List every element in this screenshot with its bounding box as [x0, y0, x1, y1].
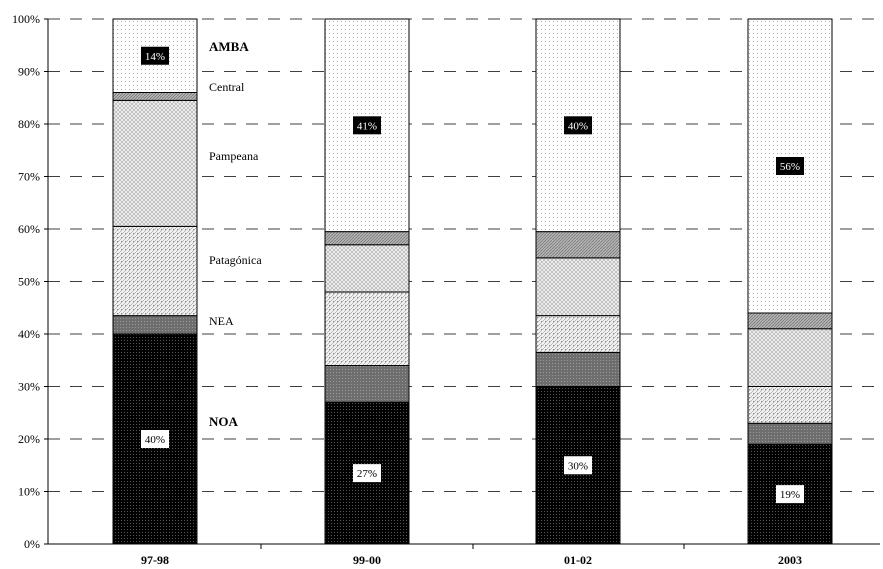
data-label-amba: 56% [780, 161, 800, 173]
bar-segment-patagnica-99-00 [324, 291, 410, 366]
y-tick-label: 60% [18, 222, 40, 236]
x-category-label: 2003 [778, 553, 802, 567]
bar-segment-pampeana-2003 [747, 328, 833, 387]
data-label-box [564, 456, 592, 475]
data-label-noa: 40% [145, 434, 165, 446]
data-label-box [564, 116, 592, 135]
data-label-box [353, 464, 381, 483]
y-tick-label: 100% [12, 12, 40, 26]
bar-segment-patagnica-97-98 [112, 225, 198, 317]
data-label-noa: 30% [568, 460, 588, 472]
data-label-box [141, 46, 169, 65]
y-tick-labels: 0% 10% 20% 30% 40% 50% 60% 70% 80% 90% 100% [12, 12, 48, 551]
bar-segment-nea-97-98 [112, 315, 198, 335]
data-label-amba: 40% [568, 120, 588, 132]
bar-segment-patagnica-2003 [747, 386, 833, 424]
y-tick-label: 30% [18, 380, 40, 394]
bar-segment-nea-99-00 [324, 365, 410, 403]
data-label-box [776, 157, 804, 175]
data-labels: 40% 27% 30% 19% 14% 41% 40% 56% [141, 46, 804, 504]
bar-segment-central-01-02 [535, 231, 621, 259]
y-tick-label: 80% [18, 117, 40, 131]
y-tick-label: 20% [18, 432, 40, 446]
x-category-label: 97-98 [141, 553, 169, 567]
bar-segment-nea-2003 [747, 422, 833, 445]
bar-segment-central-99-00 [324, 231, 410, 246]
bar-segment-central-97-98 [112, 92, 198, 101]
legend-label-pampeana: Pampeana [209, 149, 259, 163]
bar-segment-nea-01-02 [535, 351, 621, 387]
x-category-label: 01-02 [564, 553, 592, 567]
data-label-box [141, 430, 169, 448]
y-tick-label: 70% [18, 170, 40, 184]
bar-segment-pampeana-01-02 [535, 257, 621, 317]
bar-segment-pampeana-97-98 [112, 99, 198, 227]
legend-label-noa: NOA [209, 414, 239, 429]
y-tick-label: 0% [24, 537, 40, 551]
bar-segment-central-2003 [747, 312, 833, 330]
data-label-amba: 41% [357, 120, 377, 132]
legend-label-amba: AMBA [209, 39, 249, 54]
data-label-noa: 27% [357, 468, 377, 480]
y-tick-label: 90% [18, 65, 40, 79]
data-label-box [353, 116, 381, 135]
data-label-box [776, 485, 804, 504]
y-tick-label: 40% [18, 327, 40, 341]
bar-segment-pampeana-99-00 [324, 244, 410, 293]
legend-label-nea: NEA [209, 314, 234, 328]
x-category-labels: 97-98 99-00 01-02 2003 [141, 553, 802, 567]
y-tick-label: 10% [18, 485, 40, 499]
inline-legend: AMBA Central Pampeana Patagónica NEA NOA [209, 39, 262, 429]
y-tick-label: 50% [18, 275, 40, 289]
bar-segment-patagnica-01-02 [535, 315, 621, 353]
data-label-amba: 14% [145, 51, 165, 63]
x-category-label: 99-00 [353, 553, 381, 567]
data-label-noa: 19% [780, 489, 800, 501]
legend-label-patagnica: Patagónica [209, 253, 262, 267]
legend-label-central: Central [209, 80, 245, 94]
